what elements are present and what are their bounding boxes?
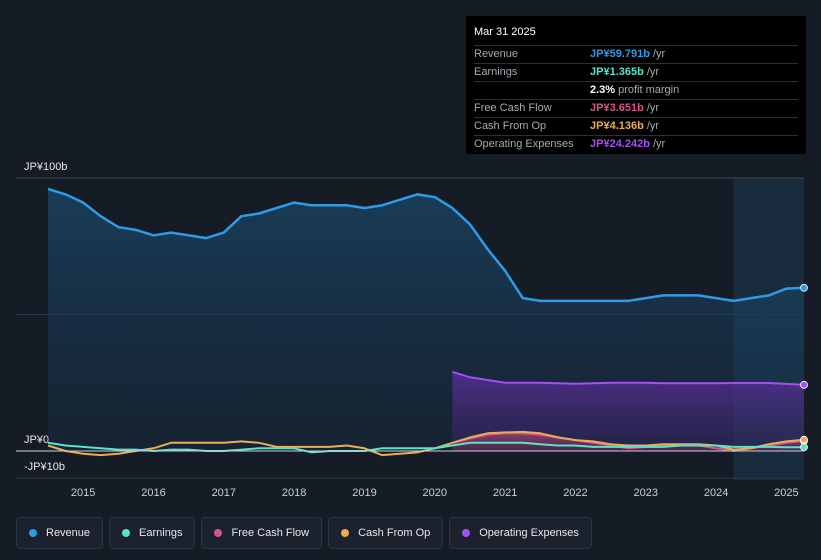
tooltip-row-value: 2.3% [590,84,616,96]
tooltip-row-unit: /yr [652,138,666,150]
x-tick-label: 2016 [141,487,165,499]
tooltip-row-label: Free Cash Flow [474,102,552,114]
cash-from-op-line [47,430,805,457]
legend-label: Operating Expenses [479,527,579,539]
tooltip-row-value: JP¥24.242b [590,138,650,150]
revenue-line [47,187,805,303]
tooltip-row-label [474,82,590,99]
x-tick-label: 2018 [282,487,306,499]
chart-legend: Revenue Earnings Free Cash Flow Cash From O… [16,517,592,549]
legend-label: Earnings [139,527,183,539]
y-tick-label: JP¥100b [24,161,67,173]
revenue-end-point [800,283,808,292]
legend-dot-icon [29,529,37,537]
legend-dot-icon [462,529,471,537]
tooltip-row: Revenue JP¥59.791b/yr [474,45,798,63]
legend-item-free-cash-flow[interactable]: Free Cash Flow [201,517,323,549]
tooltip-row: Free Cash Flow JP¥3.651b/yr [474,99,798,117]
x-tick-label: 2019 [352,487,376,499]
tooltip-row-unit: /yr [646,102,660,114]
tooltip-row: Earnings JP¥1.365b/yr [474,63,798,81]
x-tick-label: 2020 [423,487,447,499]
y-tick-label: JP¥0 [24,434,49,446]
tooltip-date: Mar 31 2025 [474,26,536,38]
legend-label: Cash From Op [358,527,431,539]
legend-label: Free Cash Flow [231,527,310,539]
legend-item-operating-expenses[interactable]: Operating Expenses [449,517,592,549]
tooltip-row-label: Operating Expenses [474,138,574,150]
tooltip-row-label: Cash From Op [474,120,547,132]
tooltip-row-value: JP¥59.791b [590,48,650,60]
x-tick-label: 2017 [212,487,236,499]
x-tick-label: 2022 [563,487,587,499]
tooltip-row-label: Earnings [474,66,518,78]
free-cash-flow-area [452,433,804,451]
tooltip-row: 2.3% profit margin [474,81,798,99]
operating-expenses-area [452,371,804,451]
tooltip-row-unit: /yr [646,120,660,132]
tooltip-row-value: JP¥4.136b [590,120,644,132]
legend-label: Revenue [46,527,91,539]
tooltip-row: Cash From Op JP¥4.136b/yr [474,117,798,135]
legend-dot-icon [341,529,350,537]
tooltip-row-unit: profit margin [618,84,680,96]
legend-dot-icon [214,529,223,537]
legend-item-revenue[interactable]: Revenue [16,517,104,549]
x-tick-label: 2023 [634,487,658,499]
legend-item-cash-from-op[interactable]: Cash From Op [328,517,444,549]
tooltip-row-value: JP¥3.651b [590,102,644,114]
tooltip-row-unit: /yr [652,48,666,60]
x-tick-label: 2024 [704,487,728,499]
earnings-revenue-chart: JP¥100b JP¥0 -JP¥10b 2015 2016 2017 2018 2019 20… [16,161,808,499]
tooltip-panel: Mar 31 2025 Revenue JP¥59.791b/yr Earnings… [466,16,806,154]
tooltip-row-unit: /yr [646,66,660,78]
earnings-end-point [800,443,808,452]
operating-expenses-end-point [800,380,808,389]
cash-from-op-end-point [800,435,808,444]
x-tick-label: 2015 [71,487,95,499]
tooltip-rows: Revenue JP¥59.791b/yr Earnings JP¥1.365b/yr… [474,45,798,153]
legend-item-earnings[interactable]: Earnings [109,517,196,549]
operating-expenses-line [452,370,805,386]
x-tick-label: 2025 [774,487,798,499]
x-tick-label: 2021 [493,487,517,499]
earnings-line [47,441,805,454]
y-tick-label: -JP¥10b [24,461,65,473]
tooltip-row-value: JP¥1.365b [590,66,644,78]
tooltip-row: Operating Expenses JP¥24.242b/yr [474,135,798,153]
legend-dot-icon [122,529,131,537]
tooltip-row-label: Revenue [474,48,519,60]
